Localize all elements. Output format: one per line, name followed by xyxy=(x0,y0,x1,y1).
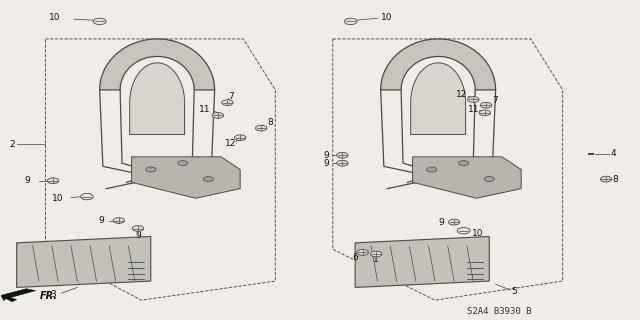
Circle shape xyxy=(81,194,93,200)
Circle shape xyxy=(337,152,348,158)
Text: 9: 9 xyxy=(323,159,329,168)
Text: 9: 9 xyxy=(323,151,329,160)
Circle shape xyxy=(221,100,233,106)
Circle shape xyxy=(427,167,437,172)
Circle shape xyxy=(600,176,612,182)
Text: 11: 11 xyxy=(467,105,479,114)
Text: 11: 11 xyxy=(199,105,211,114)
Text: 9: 9 xyxy=(99,216,104,225)
Circle shape xyxy=(47,178,59,184)
Text: 3: 3 xyxy=(50,290,56,299)
Text: 5: 5 xyxy=(511,287,517,296)
Text: 12: 12 xyxy=(456,90,467,99)
Text: 7: 7 xyxy=(492,96,498,105)
Text: 6: 6 xyxy=(352,253,358,262)
Circle shape xyxy=(113,218,125,223)
Circle shape xyxy=(337,160,348,166)
Text: 10: 10 xyxy=(49,13,61,22)
Text: 10: 10 xyxy=(472,229,483,238)
Circle shape xyxy=(203,177,213,182)
Text: 1: 1 xyxy=(373,255,379,264)
Polygon shape xyxy=(100,39,214,90)
Polygon shape xyxy=(355,236,489,287)
Circle shape xyxy=(255,125,267,131)
Circle shape xyxy=(344,18,357,25)
Circle shape xyxy=(480,102,492,108)
Circle shape xyxy=(484,177,494,182)
Circle shape xyxy=(146,167,156,172)
Circle shape xyxy=(467,97,479,102)
Circle shape xyxy=(357,250,369,255)
Circle shape xyxy=(234,135,246,140)
Text: 12: 12 xyxy=(225,139,236,148)
Text: 2: 2 xyxy=(9,140,15,148)
Polygon shape xyxy=(132,157,240,198)
Circle shape xyxy=(132,226,144,231)
Text: 9: 9 xyxy=(438,218,444,227)
Polygon shape xyxy=(413,157,521,198)
Polygon shape xyxy=(1,289,36,302)
Text: 8: 8 xyxy=(612,175,618,184)
Text: FR.: FR. xyxy=(40,292,58,301)
Circle shape xyxy=(458,228,470,234)
Circle shape xyxy=(459,161,468,166)
Circle shape xyxy=(371,251,382,257)
Polygon shape xyxy=(17,236,151,287)
Text: 7: 7 xyxy=(228,92,234,101)
Text: 8: 8 xyxy=(268,118,273,127)
Polygon shape xyxy=(130,63,184,134)
Circle shape xyxy=(212,113,223,118)
Text: 10: 10 xyxy=(52,194,64,204)
Circle shape xyxy=(93,18,106,25)
Text: S2A4 B3930 B: S2A4 B3930 B xyxy=(467,307,531,316)
Circle shape xyxy=(177,161,188,166)
Polygon shape xyxy=(411,63,466,134)
Polygon shape xyxy=(381,39,495,90)
Text: 9: 9 xyxy=(135,231,141,240)
Text: 9: 9 xyxy=(25,176,30,185)
Circle shape xyxy=(479,110,490,116)
Text: 10: 10 xyxy=(381,13,393,22)
Text: 4: 4 xyxy=(611,149,616,158)
Circle shape xyxy=(449,219,460,225)
